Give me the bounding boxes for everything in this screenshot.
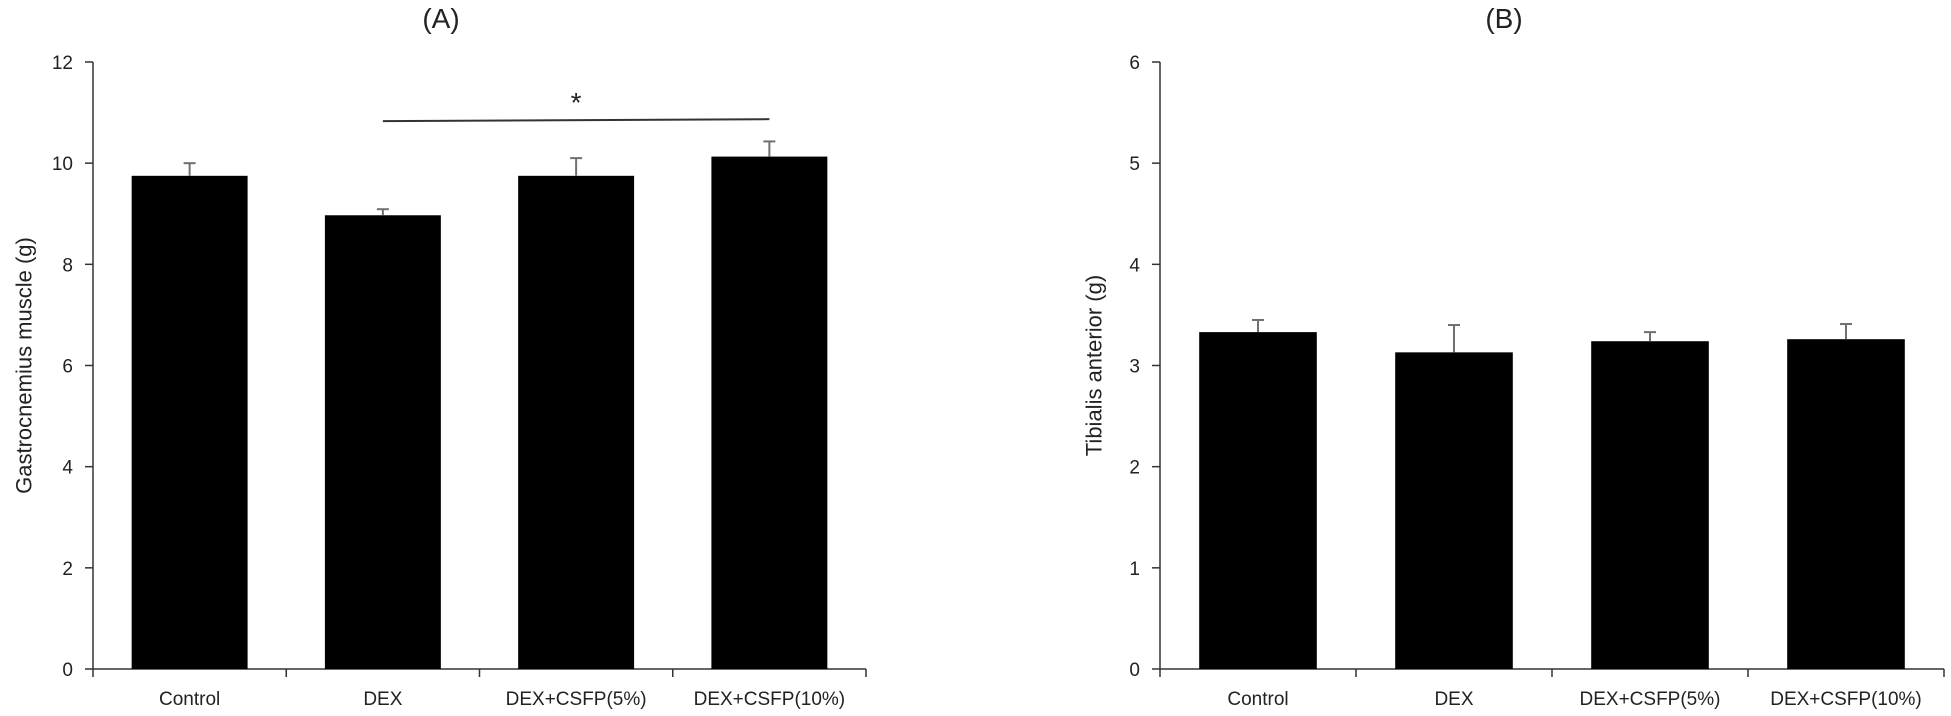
bar-dex	[324, 215, 441, 669]
y-tick-label: 4	[62, 458, 73, 479]
x-category-label: DEX+CSFP(10%)	[1770, 689, 1922, 710]
y-tick-label: 6	[62, 357, 73, 378]
y-tick-label: 10	[52, 154, 73, 175]
bar-dex-csfp-10-	[1787, 339, 1905, 669]
y-tick-label: 0	[62, 660, 73, 681]
panel-b: (B) 0 1 2 3 4 5 6 Tibialis anterior (g) Control DE…	[1082, 3, 1945, 710]
panel-a: (A) 0 2 4 6 8 10 12 Gastrocnemius muscle (g) Cont…	[12, 3, 867, 710]
x-category-label: Control	[1227, 689, 1288, 710]
significance-line	[382, 118, 770, 123]
bar-dex-csfp-10-	[711, 156, 828, 670]
bar-control	[1199, 332, 1317, 669]
x-category-label: DEX+CSFP(5%)	[506, 689, 647, 710]
y-tick-label: 0	[1129, 660, 1140, 681]
y-tick-label: 5	[1129, 154, 1140, 175]
x-category-label: Control	[159, 689, 220, 710]
y-tick-label: 6	[1129, 53, 1140, 74]
x-category-label: DEX	[1434, 689, 1473, 710]
y-tick-label: 3	[1129, 357, 1140, 378]
bar-dex-csfp-5-	[518, 175, 635, 669]
bar-dex-csfp-5-	[1591, 341, 1709, 669]
y-tick-label: 1	[1129, 559, 1140, 580]
y-tick-label: 2	[1129, 458, 1140, 479]
bar-dex	[1395, 352, 1513, 669]
bar-control	[131, 175, 248, 669]
x-category-label: DEX+CSFP(10%)	[694, 689, 846, 710]
y-tick-label: 4	[1129, 255, 1140, 276]
panel-title: (A)	[422, 3, 459, 34]
y-tick-label: 8	[62, 255, 73, 276]
y-axis-label: Tibialis anterior (g)	[1082, 275, 1107, 456]
significance-marker: *	[571, 87, 582, 118]
panel-title: (B)	[1485, 3, 1522, 34]
y-axis-label: Gastrocnemius muscle (g)	[12, 237, 37, 494]
x-category-label: DEX+CSFP(5%)	[1580, 689, 1721, 710]
y-tick-label: 12	[52, 53, 73, 74]
y-tick-label: 2	[62, 559, 73, 580]
x-category-label: DEX	[363, 689, 402, 710]
